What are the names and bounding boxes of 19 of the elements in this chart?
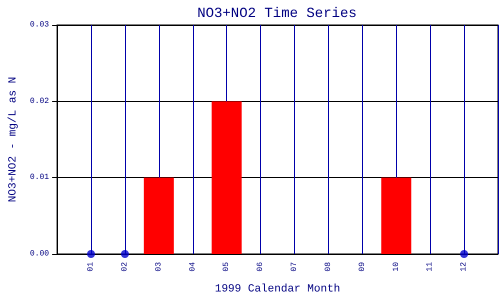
x-tick-label: 10 [392,262,401,272]
x-tick-label: 07 [290,262,300,272]
y-tick-label: 0.02 [30,96,50,106]
x-tick-label: 04 [188,262,198,272]
x-tick-label: 01 [86,262,96,272]
y-tick-label: 0.03 [30,20,50,30]
x-tick-label: 11 [426,262,435,272]
y-axis-title: NO3+NO2 - mg/L as N [8,76,20,202]
chart-title: NO3+NO2 Time Series [197,6,357,22]
y-tick-label: 0.00 [30,250,50,258]
x-tick-label: 03 [154,262,164,272]
x-tick-label: 05 [222,262,232,272]
x-tick-label: 09 [358,262,367,272]
x-tick-label: 12 [460,262,469,272]
y-tick-label: 0.01 [30,173,50,182]
x-tick-label: 06 [256,262,266,272]
x-axis-title: 1999 Calendar Month [214,284,340,296]
x-tick-label: 02 [120,262,130,272]
x-tick-label: 08 [324,262,333,272]
